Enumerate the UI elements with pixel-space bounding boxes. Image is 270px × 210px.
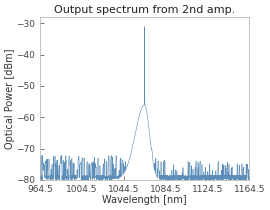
Title: Output spectrum from 2nd amp.: Output spectrum from 2nd amp. — [54, 5, 235, 15]
X-axis label: Wavelength [nm]: Wavelength [nm] — [102, 195, 187, 205]
Y-axis label: Optical Power [dBm]: Optical Power [dBm] — [5, 48, 15, 149]
